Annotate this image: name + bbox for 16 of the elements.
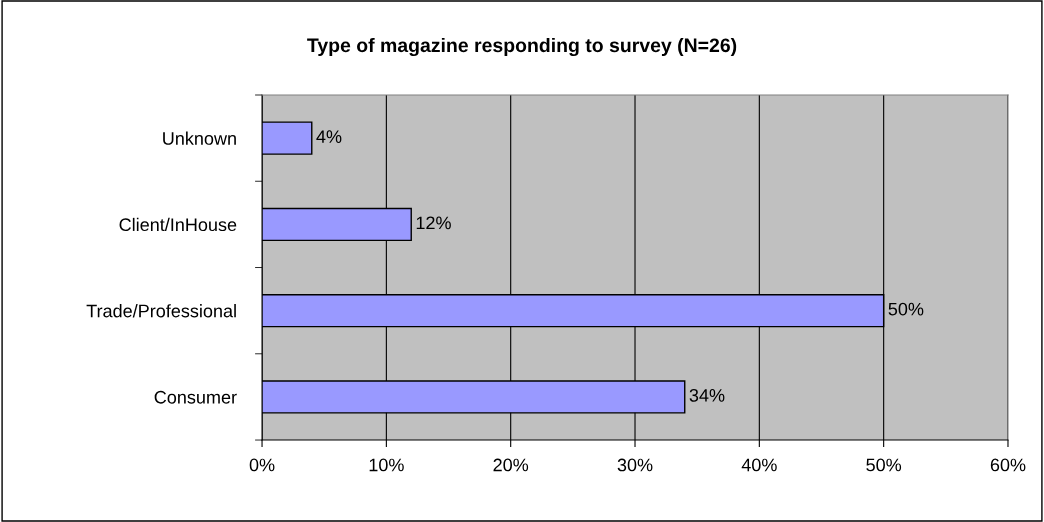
y-tick-label: Client/InHouse bbox=[119, 217, 237, 232]
y-tick-label: Consumer bbox=[154, 390, 237, 404]
x-tick-label: 10% bbox=[369, 458, 404, 472]
data-label: 50% bbox=[888, 302, 924, 316]
x-tick-label: 60% bbox=[990, 458, 1026, 472]
data-label: 12% bbox=[416, 216, 451, 230]
data-label: 4% bbox=[316, 130, 342, 143]
chart-title: Type of magazine responding to survey (N=26) bbox=[307, 37, 737, 57]
x-tick-label: 50% bbox=[866, 458, 902, 472]
x-tick-label: 40% bbox=[741, 458, 777, 472]
data-label: 34% bbox=[689, 388, 725, 402]
y-tick-label: Trade/Professional bbox=[86, 304, 236, 318]
x-tick-label: 0% bbox=[249, 458, 275, 472]
x-tick-label: 20% bbox=[493, 458, 529, 472]
x-tick-label: 30% bbox=[617, 458, 653, 472]
y-tick-label: Unknown bbox=[163, 131, 236, 145]
